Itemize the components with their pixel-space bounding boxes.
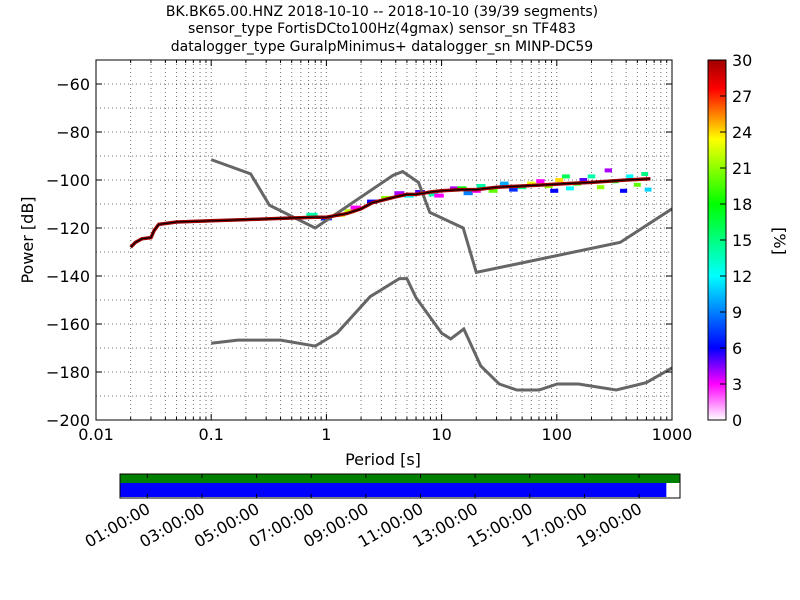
colorbar-tick-label: 21	[732, 159, 752, 178]
density-cell	[641, 172, 649, 176]
x-tick-label: 0.1	[198, 425, 223, 444]
psd-coverage-bar	[120, 483, 667, 497]
data-coverage-bar	[120, 474, 680, 483]
density-cell	[587, 174, 596, 179]
colorbar-tick-label: 15	[732, 231, 752, 250]
y-tick-label: −180	[46, 363, 90, 382]
density-cell	[536, 179, 545, 184]
density-cell	[550, 188, 559, 193]
ppsd-plot: 0.01 0.1 1 10 100 1000 −60 −80 −100 −120 −140 −160 −…	[18, 59, 692, 469]
colorbar-tick-label: 30	[732, 51, 752, 70]
x-tick-label: 1000	[652, 425, 693, 444]
title-line-2: sensor_type FortisDCto100Hz(4gmax) senso…	[188, 21, 576, 37]
colorbar-ticks: 0 3 6 9 12 15 18 21 24 27 30	[720, 51, 752, 430]
density-cell	[428, 192, 439, 197]
x-axis-label: Period [s]	[345, 450, 421, 469]
density-cell	[644, 187, 652, 192]
colorbar-tick-label: 18	[732, 195, 752, 214]
density-cell	[561, 174, 570, 179]
x-tick-label: 1	[321, 425, 331, 444]
density-cell	[350, 205, 362, 210]
density-cell	[476, 184, 486, 188]
colorbar-tick-label: 3	[732, 375, 742, 394]
nhnm-curve	[210, 158, 672, 275]
density-cell	[488, 188, 498, 193]
y-tick-label: −80	[56, 123, 90, 142]
y-tick-label: −200	[46, 411, 90, 430]
density-cell	[306, 212, 318, 217]
y-tick-label: −60	[56, 75, 90, 94]
y-tick-label: −100	[46, 171, 90, 190]
y-tick-label: −140	[46, 267, 90, 286]
x-tick-label: 100	[542, 425, 573, 444]
density-cell	[604, 168, 612, 173]
colorbar: 0 3 6 9 12 15 18 21 24 27 30 [%]	[707, 51, 789, 430]
title-line-3: datalogger_type GuralpMinimus+ datalogge…	[171, 39, 593, 55]
colorbar-tick-label: 0	[732, 411, 742, 430]
density-cell	[527, 181, 536, 186]
axis-ticks: 0.01 0.1 1 10 100 1000 −60 −80 −100 −120 −140 −160 −…	[46, 60, 692, 444]
density-cell	[626, 174, 634, 179]
coverage-timeline: 01:00:0003:00:0005:00:0007:00:0009:00:00…	[82, 473, 681, 551]
psd-lines	[129, 158, 672, 392]
density-cell	[509, 187, 518, 192]
y-tick-label: −160	[46, 315, 90, 334]
colorbar-tick-label: 6	[732, 339, 742, 358]
figure-title: BK.BK65.00.HNZ 2018-10-10 -- 2018-10-10 …	[166, 4, 598, 55]
density-cell	[579, 178, 588, 182]
density-cell	[596, 185, 605, 190]
density-cell	[394, 191, 405, 196]
colorbar-tick-label: 24	[732, 123, 752, 142]
x-tick-label: 0.01	[78, 425, 114, 444]
psd-mode-line	[130, 178, 651, 248]
plot-background	[96, 60, 672, 420]
colorbar-tick-label: 27	[732, 87, 752, 106]
y-axis-label: Power [dB]	[18, 196, 37, 283]
timeline-frame	[119, 473, 681, 499]
y-tick-label: −120	[46, 219, 90, 238]
x-tick-label: 10	[431, 425, 451, 444]
density-cell	[566, 186, 574, 191]
nlnm-curve	[211, 277, 672, 392]
density-cell	[463, 191, 473, 196]
density-cell	[434, 193, 444, 198]
density-cell	[633, 182, 641, 187]
density-cell	[555, 178, 564, 182]
colorbar-tick-label: 12	[732, 267, 752, 286]
colorbar-tick-label: 9	[732, 303, 742, 322]
colorbar-label: [%]	[770, 227, 789, 255]
density-cell	[415, 190, 425, 194]
title-line-1: BK.BK65.00.HNZ 2018-10-10 -- 2018-10-10 …	[166, 4, 598, 20]
density-cell	[620, 188, 628, 193]
density-cell	[499, 181, 509, 186]
plot-frame	[95, 59, 673, 421]
